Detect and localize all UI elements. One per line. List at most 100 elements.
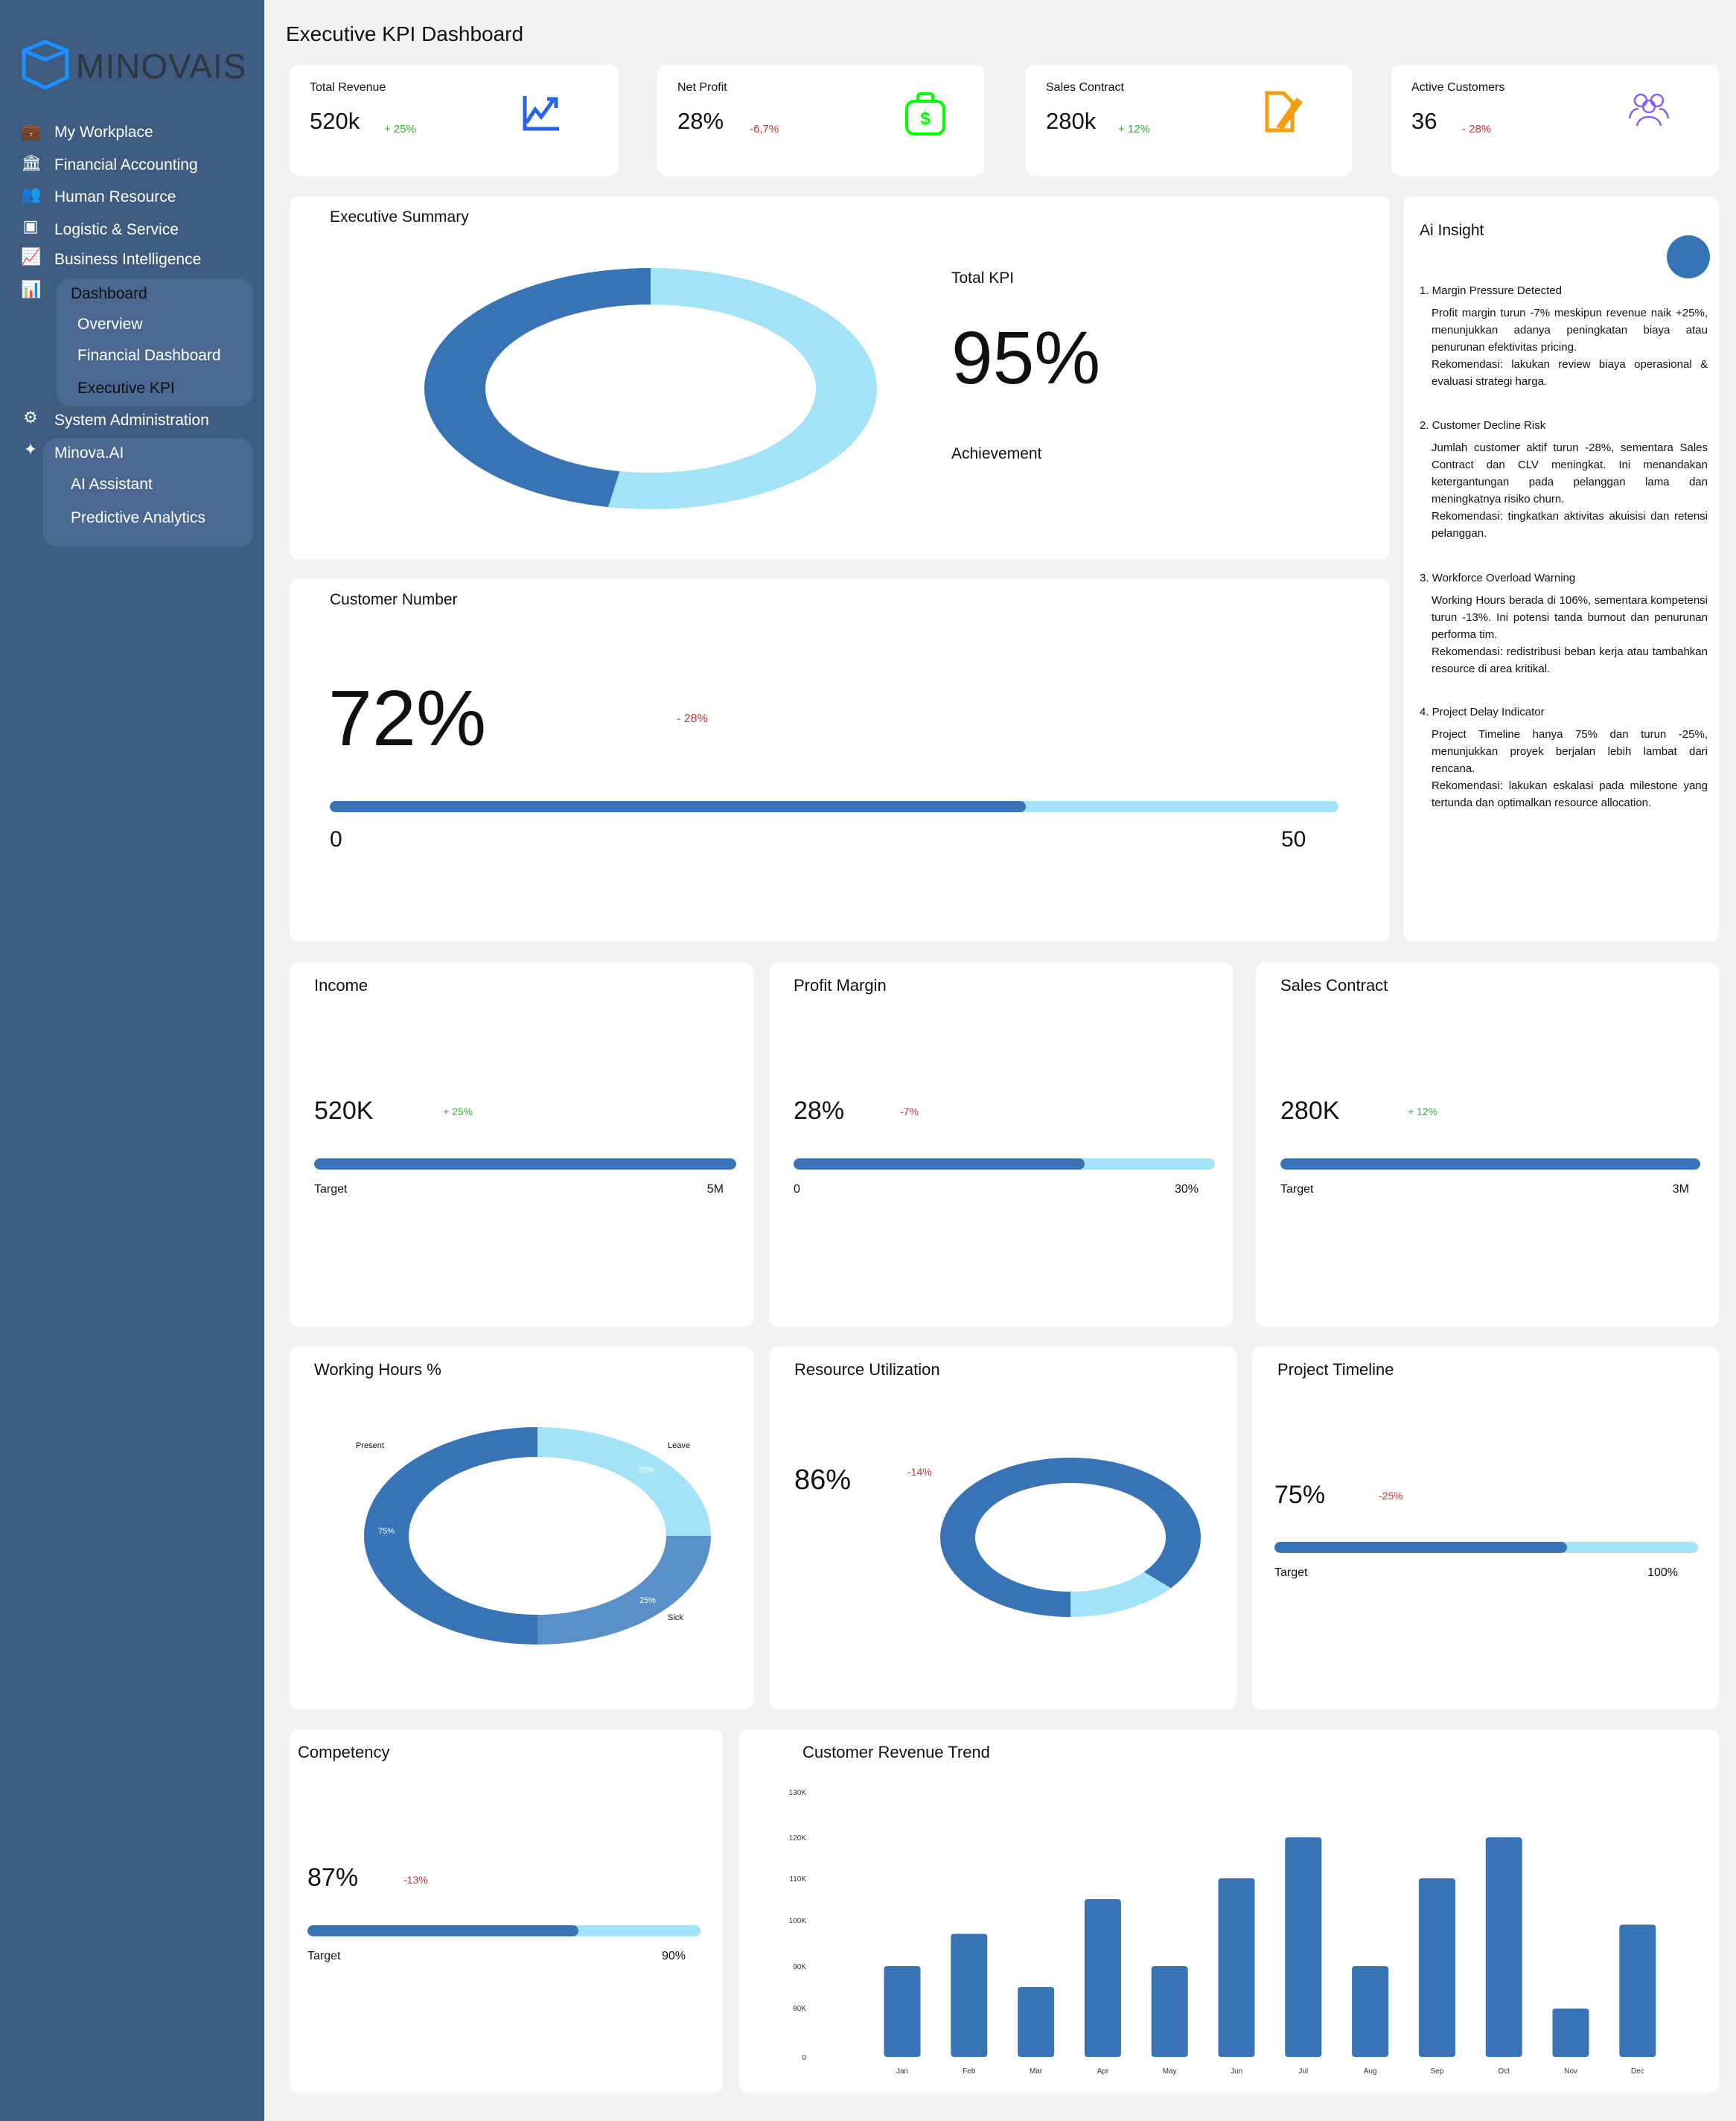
nav-financial-dashboard[interactable]: Financial Dashboard	[77, 347, 221, 364]
y-tick-label: 120K	[789, 1834, 807, 1843]
bar-dec	[1619, 1924, 1656, 2057]
legend-sick: Sick	[668, 1613, 683, 1622]
insight-heading: 2. Customer Decline Risk	[1420, 419, 1546, 432]
customer-number-card: Customer Number 72% - 28% 0 50	[290, 579, 1390, 942]
insight-item: 1. Margin Pressure Detected Profit margin…	[1420, 284, 1708, 390]
dashboard-icon: 📊	[21, 280, 42, 299]
progress-right-label: 90%	[661, 1950, 686, 1962]
ai-avatar[interactable]	[1667, 235, 1710, 278]
boxes-icon: ▣	[22, 217, 39, 235]
kpi-title: Active Customers	[1411, 81, 1505, 94]
nav-dashboard[interactable]: Dashboard	[71, 285, 147, 302]
progress-right-label: 30%	[1174, 1183, 1199, 1196]
chart-title: Customer Revenue Trend	[802, 1743, 990, 1761]
x-tick-label: Apr	[1097, 2067, 1109, 2076]
nav-my-workplace[interactable]: My Workplace	[54, 124, 153, 141]
insight-recommendation: Rekomendasi: redistribusi beban kerja at…	[1432, 645, 1708, 675]
bar-mar	[1018, 1987, 1055, 2057]
nav-ai-assistant[interactable]: AI Assistant	[71, 476, 153, 493]
bar-aug	[1352, 1966, 1389, 2057]
bar-oct	[1485, 1837, 1522, 2057]
nav-human-resource[interactable]: Human Resource	[54, 188, 176, 205]
card-title: Resource Utilization	[794, 1360, 940, 1379]
bar-jun	[1218, 1878, 1255, 2057]
summary-donut	[424, 268, 877, 509]
progress-right-label: 3M	[1672, 1183, 1689, 1196]
x-tick-label: Aug	[1364, 2067, 1377, 2076]
metric-change: -13%	[403, 1874, 428, 1886]
bar-may	[1151, 1966, 1188, 2057]
competency-progress-bar	[307, 1925, 701, 1936]
competency-card: Competency 87% -13% Target 90%	[290, 1729, 723, 2093]
metric-value: 87%	[307, 1863, 359, 1892]
donut-segment-remaining	[1070, 1572, 1171, 1617]
legend-leave: Leave	[668, 1441, 690, 1450]
x-tick-label: Jun	[1231, 2067, 1242, 2076]
x-tick-label: Nov	[1564, 2067, 1577, 2076]
kpi-card-net-profit: Net Profit 28% -6,7% $	[657, 65, 984, 176]
nav-minova-ai[interactable]: Minova.AI	[54, 444, 124, 462]
insight-body: Working Hours berada di 106%, sementara …	[1432, 594, 1708, 641]
kpi-value: 28%	[677, 108, 724, 134]
y-tick-label: 90K	[793, 1963, 806, 1971]
insight-heading: 1. Margin Pressure Detected	[1420, 284, 1562, 297]
sales-contract-progress-bar	[1280, 1158, 1700, 1170]
kpi-title: Sales Contract	[1046, 81, 1124, 94]
x-tick-label: Feb	[963, 2067, 976, 2076]
insight-item: 4. Project Delay Indicator Project Timeli…	[1420, 706, 1708, 811]
nav-predictive-analytics[interactable]: Predictive Analytics	[71, 509, 205, 526]
briefcase-icon: 💼	[21, 122, 42, 141]
card-title: Competency	[298, 1743, 390, 1761]
ai-group	[43, 438, 253, 547]
sparkle-icon: ✦	[23, 440, 38, 459]
contract-sign-icon	[1265, 91, 1303, 133]
progress-left-label: Target	[314, 1183, 348, 1196]
working-hours-donut	[364, 1427, 711, 1645]
insight-recommendation: Rekomendasi: lakukan review biaya operas…	[1432, 358, 1708, 388]
nav-logistic-service[interactable]: Logistic & Service	[54, 221, 179, 238]
progress-left-label: Target	[1280, 1183, 1314, 1196]
bar-nov	[1552, 2008, 1589, 2057]
customer-progress-bar	[330, 801, 1338, 812]
kpi-change: -6,7%	[750, 123, 779, 135]
card-title: Customer Number	[330, 591, 458, 608]
gear-icon: ⚙	[23, 408, 38, 427]
customer-revenue-trend-card: Customer Revenue Trend 0 80K 90K 100K 110K 12…	[739, 1729, 1719, 2093]
income-progress-bar	[314, 1158, 736, 1170]
kpi-title: Total Revenue	[310, 81, 386, 94]
kpi-value: 280k	[1046, 108, 1097, 134]
x-tick-label: Jul	[1298, 2067, 1308, 2076]
nav-executive-kpi[interactable]: Executive KPI	[77, 380, 175, 397]
kpi-change: + 25%	[384, 123, 416, 135]
progress-max: 50	[1281, 827, 1306, 852]
bar-feb	[951, 1933, 988, 2057]
metric-change: -14%	[907, 1466, 932, 1478]
legend-present: Present	[356, 1441, 384, 1450]
sales-contract-card: Sales Contract 280K + 12% Target 3M	[1256, 963, 1719, 1327]
total-kpi-label: Total KPI	[951, 269, 1015, 287]
x-tick-label: May	[1163, 2067, 1177, 2076]
nav-financial-accounting[interactable]: Financial Accounting	[54, 156, 198, 173]
progress-fill	[307, 1925, 579, 1936]
y-tick-label: 130K	[789, 1789, 807, 1797]
progress-right-label: 5M	[706, 1183, 724, 1196]
card-title: Income	[314, 976, 368, 995]
kpi-change: + 12%	[1118, 123, 1150, 135]
nav-business-intelligence[interactable]: Business Intelligence	[54, 251, 202, 268]
pct-present: 75%	[378, 1527, 395, 1536]
progress-min: 0	[330, 827, 342, 852]
x-tick-label: Sep	[1431, 2067, 1444, 2076]
y-tick-label: 80K	[793, 2005, 806, 2013]
insight-recommendation: Rekomendasi: tingkatkan aktivitas akuisi…	[1432, 510, 1708, 540]
pct-leave: 25%	[638, 1466, 655, 1475]
bar-sep	[1418, 1878, 1455, 2057]
nav-overview[interactable]: Overview	[77, 316, 143, 333]
customers-icon	[1628, 93, 1670, 126]
progress-fill	[794, 1158, 1085, 1170]
kpi-card-active-customers: Active Customers 36 - 28%	[1391, 65, 1719, 176]
nav-system-administration[interactable]: System Administration	[54, 412, 209, 429]
logo-icon	[22, 39, 69, 90]
metric-value: 86%	[794, 1464, 852, 1496]
card-title: Working Hours %	[314, 1360, 441, 1379]
metric-value: 520K	[314, 1097, 374, 1125]
